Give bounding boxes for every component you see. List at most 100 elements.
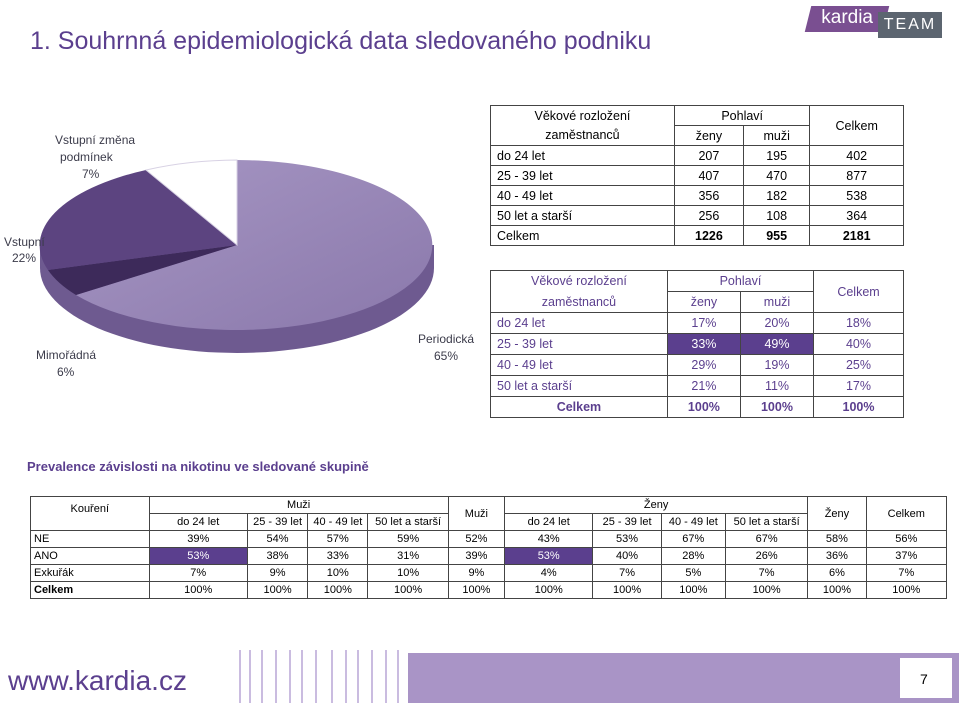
table-cell: 100% (307, 581, 369, 599)
table-cell: 52% (447, 530, 506, 548)
table-cell: 50 let a starší (724, 513, 809, 531)
table-cell: 2181 (809, 225, 904, 246)
t1-h-age1: Věkové rozložení (490, 105, 675, 126)
table-cell: 53% (504, 547, 594, 565)
table-cell: 356 (673, 185, 744, 206)
table-cell: 100% (807, 581, 867, 599)
table-row: 25 - 39 let 33% 49% 40% (490, 333, 904, 355)
table-cell: 195 (742, 145, 811, 166)
table-cell: 53% (592, 530, 662, 548)
table-cell: 6% (807, 564, 867, 582)
table-cell: 25 - 39 let (490, 333, 668, 355)
logo-brand: kardia (804, 6, 890, 32)
footer-band (0, 650, 959, 703)
t3-h-women: Ženy (504, 496, 809, 514)
table-cell: 9% (447, 564, 506, 582)
table-cell: 407 (673, 165, 744, 186)
t2-h-age2: zaměstnanců (490, 291, 668, 313)
pie-label-mimoradna: Mimořádná (36, 348, 96, 362)
table-cell: 25% (813, 354, 904, 376)
table-cell: 59% (367, 530, 449, 548)
table-row: Celkem 100% 100% 100% (490, 396, 904, 418)
table-cell: 100% (246, 581, 309, 599)
table-cell: 37% (865, 547, 948, 565)
table-cell: 25 - 39 let (246, 513, 309, 531)
table-cell: do 24 let (490, 145, 675, 166)
table-cell: 108 (742, 205, 811, 226)
table-cell: Exkuřák (30, 564, 150, 582)
table-cell: ANO (30, 547, 150, 565)
table-cell: 38% (246, 547, 309, 565)
table-cell: 100% (724, 581, 809, 599)
table-row: 40 - 49 let 29% 19% 25% (490, 354, 904, 376)
pie-label-periodicka: Periodická (418, 332, 474, 346)
age-sex-count-table: Věkové rozložení Pohlaví Celkem zaměstna… (490, 105, 904, 246)
table-cell: do 24 let (490, 312, 668, 334)
table-cell: 7% (592, 564, 662, 582)
table-cell: 54% (246, 530, 309, 548)
table-cell: 256 (673, 205, 744, 226)
pie-value-periodicka: 65% (434, 349, 458, 363)
t1-h-sex: Pohlaví (673, 105, 811, 126)
table-cell: Celkem (490, 396, 668, 418)
pie-slice-vstupni (39, 170, 237, 270)
table-cell: 31% (367, 547, 449, 565)
table-cell: 470 (742, 165, 811, 186)
table-cell: 50 let a starší (490, 205, 675, 226)
table-cell: 18% (813, 312, 904, 334)
t2-h-f: ženy (666, 291, 741, 313)
table-row: do 24 let 17% 20% 18% (490, 312, 904, 334)
table-row: NE 39% 54% 57% 59% 52% 43% 53% 67% 67% 58% 56% (30, 530, 948, 548)
table-cell: 100% (660, 581, 726, 599)
page-number: 7 (920, 671, 928, 687)
t1-h-age2: zaměstnanců (490, 125, 675, 146)
table-cell: 182 (742, 185, 811, 206)
table-row: Celkem 1226 955 2181 (490, 225, 904, 246)
table-row: ANO 53% 38% 33% 31% 39% 53% 40% 28% 26% 36% 37% (30, 547, 948, 565)
table-cell: 29% (666, 354, 741, 376)
table-cell: 25 - 39 let (490, 165, 675, 186)
t3-h-men: Muži (148, 496, 449, 514)
table-cell: NE (30, 530, 150, 548)
table-cell: 17% (813, 375, 904, 397)
t1-h-m: muži (742, 125, 811, 146)
table-cell: 100% (739, 396, 815, 418)
table-cell: 100% (367, 581, 449, 599)
table-cell: 67% (660, 530, 726, 548)
table-row: 50 let a starší 21% 11% 17% (490, 375, 904, 397)
t2-h-m: muži (739, 291, 815, 313)
table-cell: 5% (660, 564, 726, 582)
table-cell: 20% (739, 312, 815, 334)
table-row: 50 let a starší 256 108 364 (490, 205, 904, 226)
table-cell: 10% (307, 564, 369, 582)
table-cell: 364 (809, 205, 904, 226)
table-cell: 58% (807, 530, 867, 548)
table-cell: 33% (666, 333, 741, 355)
table-row: Exkuřák 7% 9% 10% 10% 9% 4% 7% 5% 7% 6% 7% (30, 564, 948, 582)
table-cell: 9% (246, 564, 309, 582)
table-cell: 67% (724, 530, 809, 548)
table-cell: 39% (148, 530, 248, 548)
table-cell: 57% (307, 530, 369, 548)
table-row: Celkem 100% 100% 100% 100% 100% 100% 100% 100… (30, 581, 948, 599)
pie-label-vstupni: Vstupní (4, 235, 45, 249)
table-cell: 49% (739, 333, 815, 355)
t2-h-total: Celkem (813, 270, 904, 313)
t1-h-total: Celkem (809, 105, 904, 146)
table-cell: 10% (367, 564, 449, 582)
pie-value-mimoradna: 6% (57, 365, 75, 379)
pie-chart: Vstupní změna podmínek 7% Vstupní 22% Mi… (4, 133, 474, 379)
table-cell: 100% (447, 581, 506, 599)
table-cell: 53% (148, 547, 248, 565)
footer-url[interactable]: www.kardia.cz (8, 665, 187, 696)
table-cell: 877 (809, 165, 904, 186)
table-cell: 100% (813, 396, 904, 418)
table-cell: 36% (807, 547, 867, 565)
table-cell: 56% (865, 530, 948, 548)
table-cell: 17% (666, 312, 741, 334)
table-cell: 40 - 49 let (490, 185, 675, 206)
pie-label-zmena-1: Vstupní změna (55, 133, 135, 147)
page-title: 1. Souhrnná epidemiologická data sledova… (30, 27, 652, 55)
table-cell: 100% (865, 581, 948, 599)
pie-slice-vstupni-zmena (144, 159, 238, 247)
